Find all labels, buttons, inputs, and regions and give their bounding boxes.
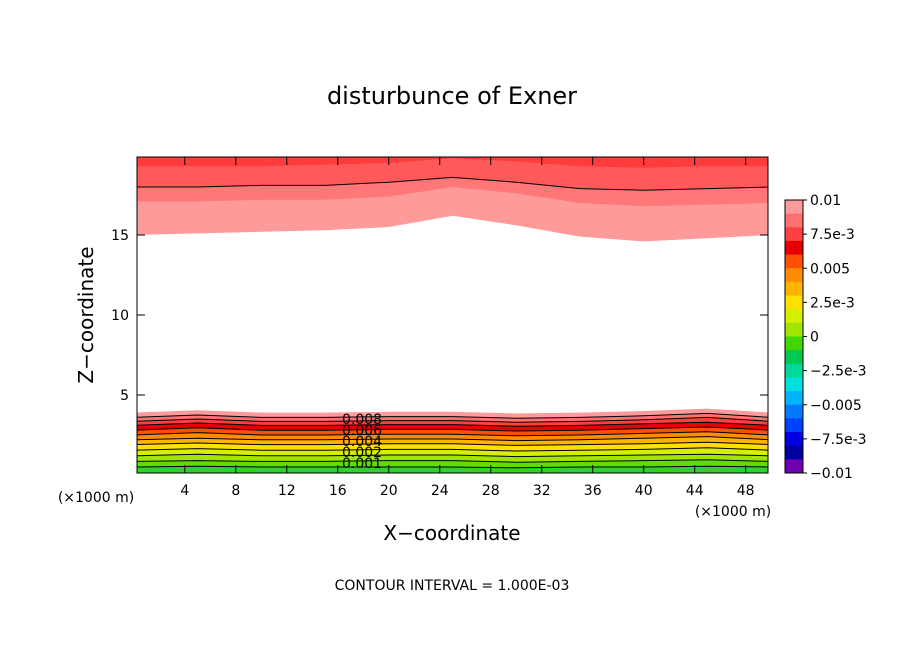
- colorbar-swatch: [785, 281, 803, 297]
- x-tick-label: 44: [686, 483, 704, 499]
- contour-label: 0.004: [342, 434, 382, 450]
- colorbar-tick-label: 7.5e-3: [810, 227, 855, 243]
- x-tick-label: 4: [180, 483, 189, 499]
- plot-area: [137, 157, 768, 473]
- x-tick-label: 32: [533, 483, 551, 499]
- colorbar-swatch: [785, 254, 803, 269]
- y-tick-label: 15: [111, 228, 129, 244]
- contour-line: [137, 436, 768, 442]
- y-tick-label: 10: [111, 308, 129, 324]
- contour-line: [137, 176, 768, 191]
- colorbar-swatch: [785, 227, 803, 242]
- contour-label: 0.001: [342, 456, 382, 472]
- colorbar-swatch: [785, 459, 803, 474]
- colorbar-tick-label: −7.5e-3: [810, 432, 867, 448]
- colorbar-tick-label: 2.5e-3: [810, 295, 855, 311]
- contour-line: [137, 447, 768, 452]
- colorbar-swatch: [785, 391, 803, 406]
- colorbar-tick-label: −0.005: [810, 398, 862, 414]
- colorbar-swatch: [785, 350, 803, 365]
- contour-band: [137, 157, 768, 168]
- colorbar-swatch: [785, 418, 803, 433]
- x-tick-label: 40: [635, 483, 653, 499]
- colorbar-swatch: [785, 309, 803, 324]
- colorbar-tick-label: −2.5e-3: [810, 364, 867, 380]
- colorbar-tick-label: 0.005: [810, 261, 850, 277]
- x-unit-label: (×1000 m): [695, 504, 771, 520]
- contour-line: [137, 441, 768, 446]
- colorbar-tick-label: 0.01: [810, 193, 841, 209]
- contour-line: [137, 465, 768, 469]
- colorbar-swatch: [785, 363, 803, 378]
- x-unit-label: (×1000 m): [58, 490, 134, 506]
- contour-interval: CONTOUR INTERVAL = 1.000E-03: [335, 578, 570, 594]
- contour-label: 0.008: [342, 412, 382, 428]
- contour-line: [137, 453, 768, 458]
- x-tick-label: 48: [737, 483, 755, 499]
- x-axis-label: X−coordinate: [383, 521, 520, 545]
- contour-line: [137, 459, 768, 463]
- colorbar-swatch: [785, 404, 803, 419]
- contour-label: 0.006: [342, 423, 382, 439]
- contour-line: [137, 416, 768, 423]
- colorbar-tick-label: 0: [810, 330, 819, 346]
- y-axis-label: Z−coordinate: [74, 246, 98, 383]
- contour-label: 0.002: [342, 445, 382, 461]
- colorbar-swatch: [785, 268, 803, 283]
- contour-line: [137, 426, 768, 432]
- y-tick-label: 5: [120, 388, 129, 404]
- colorbar-swatch: [785, 322, 803, 337]
- x-tick-label: 20: [380, 483, 398, 499]
- chart-title: disturbunce of Exner: [327, 82, 577, 110]
- colorbar-swatch: [785, 213, 803, 228]
- colorbar-swatch: [785, 295, 803, 310]
- contour-band: [137, 466, 768, 473]
- contour-line: [137, 431, 768, 437]
- colorbar-swatch: [785, 336, 803, 351]
- colorbar-swatch: [785, 445, 803, 460]
- x-tick-label: 8: [231, 483, 240, 499]
- x-tick-label: 16: [329, 483, 347, 499]
- x-tick-label: 36: [584, 483, 602, 499]
- x-tick-label: 24: [431, 483, 449, 499]
- x-tick-label: 12: [278, 483, 296, 499]
- colorbar-swatch: [785, 377, 803, 392]
- colorbar-swatch: [785, 432, 803, 447]
- contour-line: [137, 421, 768, 427]
- colorbar-tick-label: −0.01: [810, 466, 853, 482]
- contour-line: [137, 412, 768, 419]
- x-tick-label: 28: [482, 483, 500, 499]
- colorbar-swatch: [785, 200, 803, 215]
- colorbar-swatch: [785, 240, 803, 256]
